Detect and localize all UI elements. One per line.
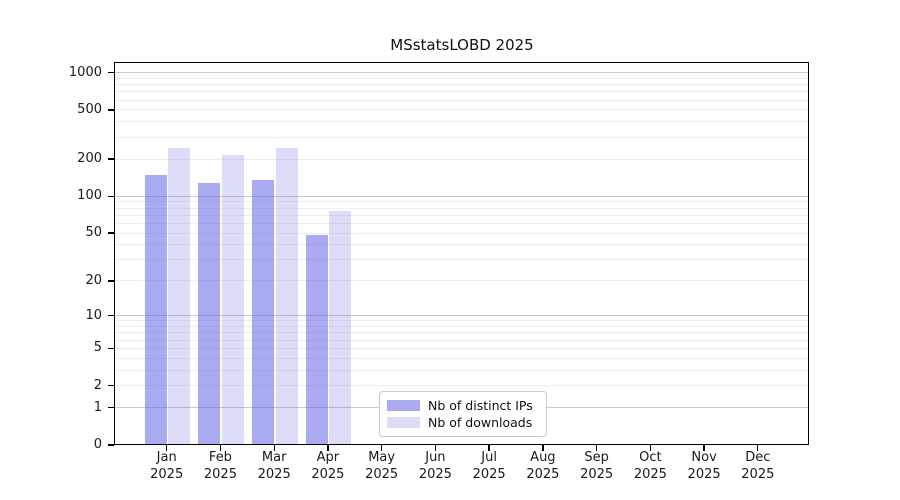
gridline [114,385,808,387]
chart-title: MSstatsLOBD 2025 [390,36,534,54]
bar-downloads [221,155,244,444]
gridline [114,84,808,86]
x-tick-mark [488,445,490,451]
plot-area [113,62,809,445]
y-tick-mark [108,280,114,282]
legend-label-downloads: Nb of downloads [428,415,533,430]
legend-label-distinct-ips: Nb of distinct IPs [428,398,533,413]
gridline [114,109,808,111]
legend-swatch-downloads [387,417,420,428]
gridline [114,222,808,224]
y-axis-tick-label: 10 [85,307,102,323]
bar-downloads [329,210,352,444]
gridline [114,77,808,79]
gridline [114,369,808,371]
x-axis-tick-label: Apr 2025 [311,450,345,482]
bar-distinct-ips [144,175,167,444]
x-tick-mark [273,445,275,451]
x-axis-tick-label: Jan 2025 [150,450,184,482]
gridline [114,158,808,160]
y-axis-tick-label: 2 [93,377,102,393]
y-tick-mark [108,347,114,350]
y-tick-mark [108,158,114,160]
bar-downloads [168,147,191,444]
bar-distinct-ips [252,179,275,444]
y-axis-tick-label: 20 [85,272,102,288]
x-tick-mark [703,445,705,451]
legend-row-distinct-ips: Nb of distinct IPs [387,397,538,414]
bar-downloads [275,147,298,444]
gridline [114,195,808,197]
x-axis-tick-label: Nov 2025 [687,450,721,482]
x-tick-mark [166,445,168,451]
legend-swatch-distinct-ips [387,400,420,411]
gridline [114,332,808,334]
y-tick-mark [108,109,114,111]
x-tick-mark [434,445,437,451]
gridline [114,357,808,359]
x-axis-tick-label: Oct 2025 [633,450,667,482]
y-axis-tick-label: 1000 [68,64,102,80]
gridline [114,259,808,261]
gridline [114,91,808,93]
x-axis-tick-label: May 2025 [365,450,399,482]
gridline [114,339,808,341]
y-axis-tick-label: 200 [77,151,102,167]
y-tick-mark [108,406,114,409]
gridline [114,326,808,328]
x-axis-tick-label: Mar 2025 [257,450,291,482]
x-axis-tick-label: Sep 2025 [580,450,614,482]
x-tick-mark [757,445,759,451]
gridline [114,244,808,246]
y-tick-mark [108,71,114,74]
gridline [114,347,808,349]
y-tick-mark [108,385,114,387]
gridline [114,136,808,138]
gridline [114,315,808,317]
y-axis-tick-label: 100 [77,188,102,204]
x-axis-tick-label: Jun 2025 [418,450,452,482]
bar-distinct-ips [305,235,328,444]
gridline [114,99,808,101]
x-axis-tick-label: Feb 2025 [203,450,237,482]
x-axis-tick-label: Jul 2025 [472,450,506,482]
x-tick-mark [219,445,222,451]
x-tick-mark [595,445,598,451]
y-axis-tick-label: 50 [85,225,102,241]
x-tick-mark [542,445,544,451]
gridline [114,201,808,203]
y-tick-mark [108,195,114,197]
y-tick-mark [108,444,114,446]
y-tick-mark [108,232,114,234]
x-axis-tick-label: Aug 2025 [526,450,560,482]
x-tick-mark [381,445,383,451]
y-axis-tick-label: 500 [77,101,102,117]
x-axis-tick-label: Dec 2025 [741,450,775,482]
y-axis-tick-label: 0 [93,437,102,452]
y-axis-tick-label: 1 [93,399,102,415]
y-tick-mark [108,315,114,317]
legend: Nb of distinct IPs Nb of downloads [379,391,547,437]
gridline [114,280,808,282]
y-axis-tick-label: 5 [93,340,102,356]
gridline [114,121,808,123]
gridline [114,232,808,234]
gridline [114,320,808,322]
x-tick-mark [649,445,651,451]
gridline [114,72,808,74]
gridline [114,214,808,216]
x-tick-mark [327,445,329,451]
bar-distinct-ips [198,183,221,444]
gridline [114,207,808,209]
legend-row-downloads: Nb of downloads [387,414,538,431]
